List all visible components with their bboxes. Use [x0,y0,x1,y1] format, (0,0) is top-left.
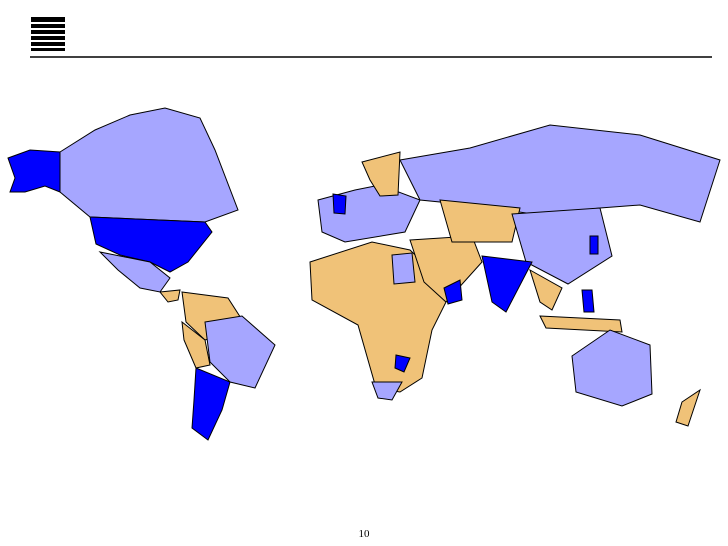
logo [31,17,65,51]
world-map [7,107,721,441]
page-number: 10 [359,528,371,540]
